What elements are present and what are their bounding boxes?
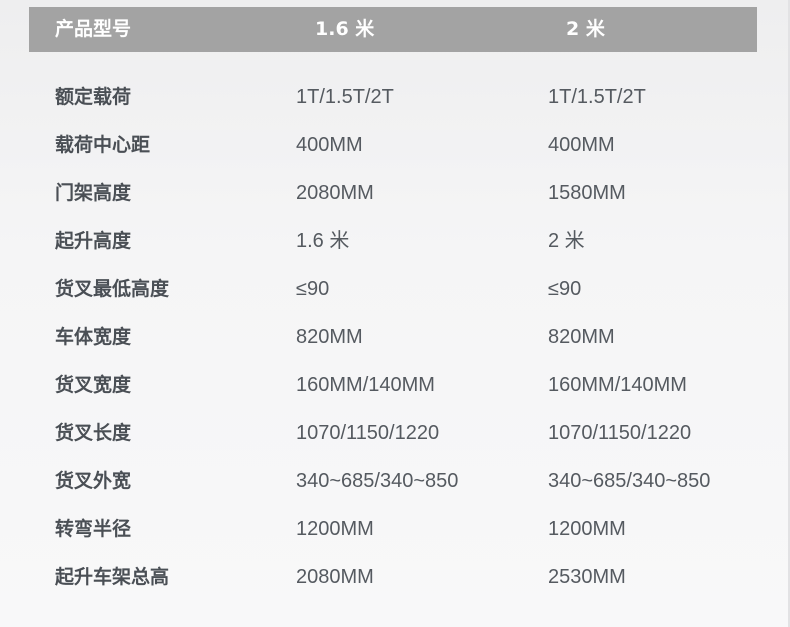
table-row: 车体宽度 820MM 820MM	[0, 313, 790, 361]
table-row: 货叉最低高度 ≤90 ≤90	[0, 265, 790, 313]
header-col2: 2 米	[566, 18, 605, 40]
cell-label: 门架高度	[55, 182, 132, 204]
cell-col2: 1T/1.5T/2T	[548, 86, 646, 108]
right-border	[788, 0, 790, 627]
cell-label: 起升高度	[55, 230, 132, 252]
cell-col1: 1.6 米	[296, 230, 350, 252]
cell-col1: 2080MM	[296, 566, 374, 588]
cell-label: 起升车架总高	[55, 566, 170, 588]
table-header: 产品型号 1.6 米 2 米	[29, 7, 757, 52]
table-row: 门架高度 2080MM 1580MM	[0, 169, 790, 217]
cell-col2: 340~685/340~850	[548, 470, 711, 492]
cell-col1: 400MM	[296, 134, 363, 156]
cell-label: 货叉长度	[55, 422, 132, 444]
cell-col1: 2080MM	[296, 182, 374, 204]
cell-label: 载荷中心距	[55, 134, 151, 156]
cell-col2: 1200MM	[548, 518, 626, 540]
cell-label: 额定载荷	[55, 86, 132, 108]
table-row: 起升高度 1.6 米 2 米	[0, 217, 790, 265]
cell-col2: 400MM	[548, 134, 615, 156]
table-row: 起升车架总高 2080MM 2530MM	[0, 553, 790, 601]
cell-col2: ≤90	[548, 278, 582, 300]
cell-col1: 1200MM	[296, 518, 374, 540]
table-row: 载荷中心距 400MM 400MM	[0, 121, 790, 169]
cell-col2: 2530MM	[548, 566, 626, 588]
cell-label: 货叉最低高度	[55, 278, 170, 300]
cell-col1: 340~685/340~850	[296, 470, 459, 492]
cell-col2: 160MM/140MM	[548, 374, 687, 396]
header-col1: 1.6 米	[315, 18, 375, 40]
cell-col1: 820MM	[296, 326, 363, 348]
cell-label: 货叉外宽	[55, 470, 132, 492]
cell-col1: ≤90	[296, 278, 330, 300]
cell-col2: 1580MM	[548, 182, 626, 204]
cell-col2: 1070/1150/1220	[548, 422, 692, 444]
cell-col2: 2 米	[548, 230, 585, 252]
cell-label: 车体宽度	[55, 326, 132, 348]
cell-col1: 1T/1.5T/2T	[296, 86, 394, 108]
table-row: 转弯半径 1200MM 1200MM	[0, 505, 790, 553]
table-row: 货叉宽度 160MM/140MM 160MM/140MM	[0, 361, 790, 409]
cell-label: 货叉宽度	[55, 374, 132, 396]
cell-col1: 160MM/140MM	[296, 374, 435, 396]
table-row: 额定载荷 1T/1.5T/2T 1T/1.5T/2T	[0, 73, 790, 121]
table-row: 货叉长度 1070/1150/1220 1070/1150/1220	[0, 409, 790, 457]
cell-col1: 1070/1150/1220	[296, 422, 440, 444]
table-row: 货叉外宽 340~685/340~850 340~685/340~850	[0, 457, 790, 505]
header-label: 产品型号	[55, 18, 132, 40]
cell-label: 转弯半径	[55, 518, 132, 540]
cell-col2: 820MM	[548, 326, 615, 348]
